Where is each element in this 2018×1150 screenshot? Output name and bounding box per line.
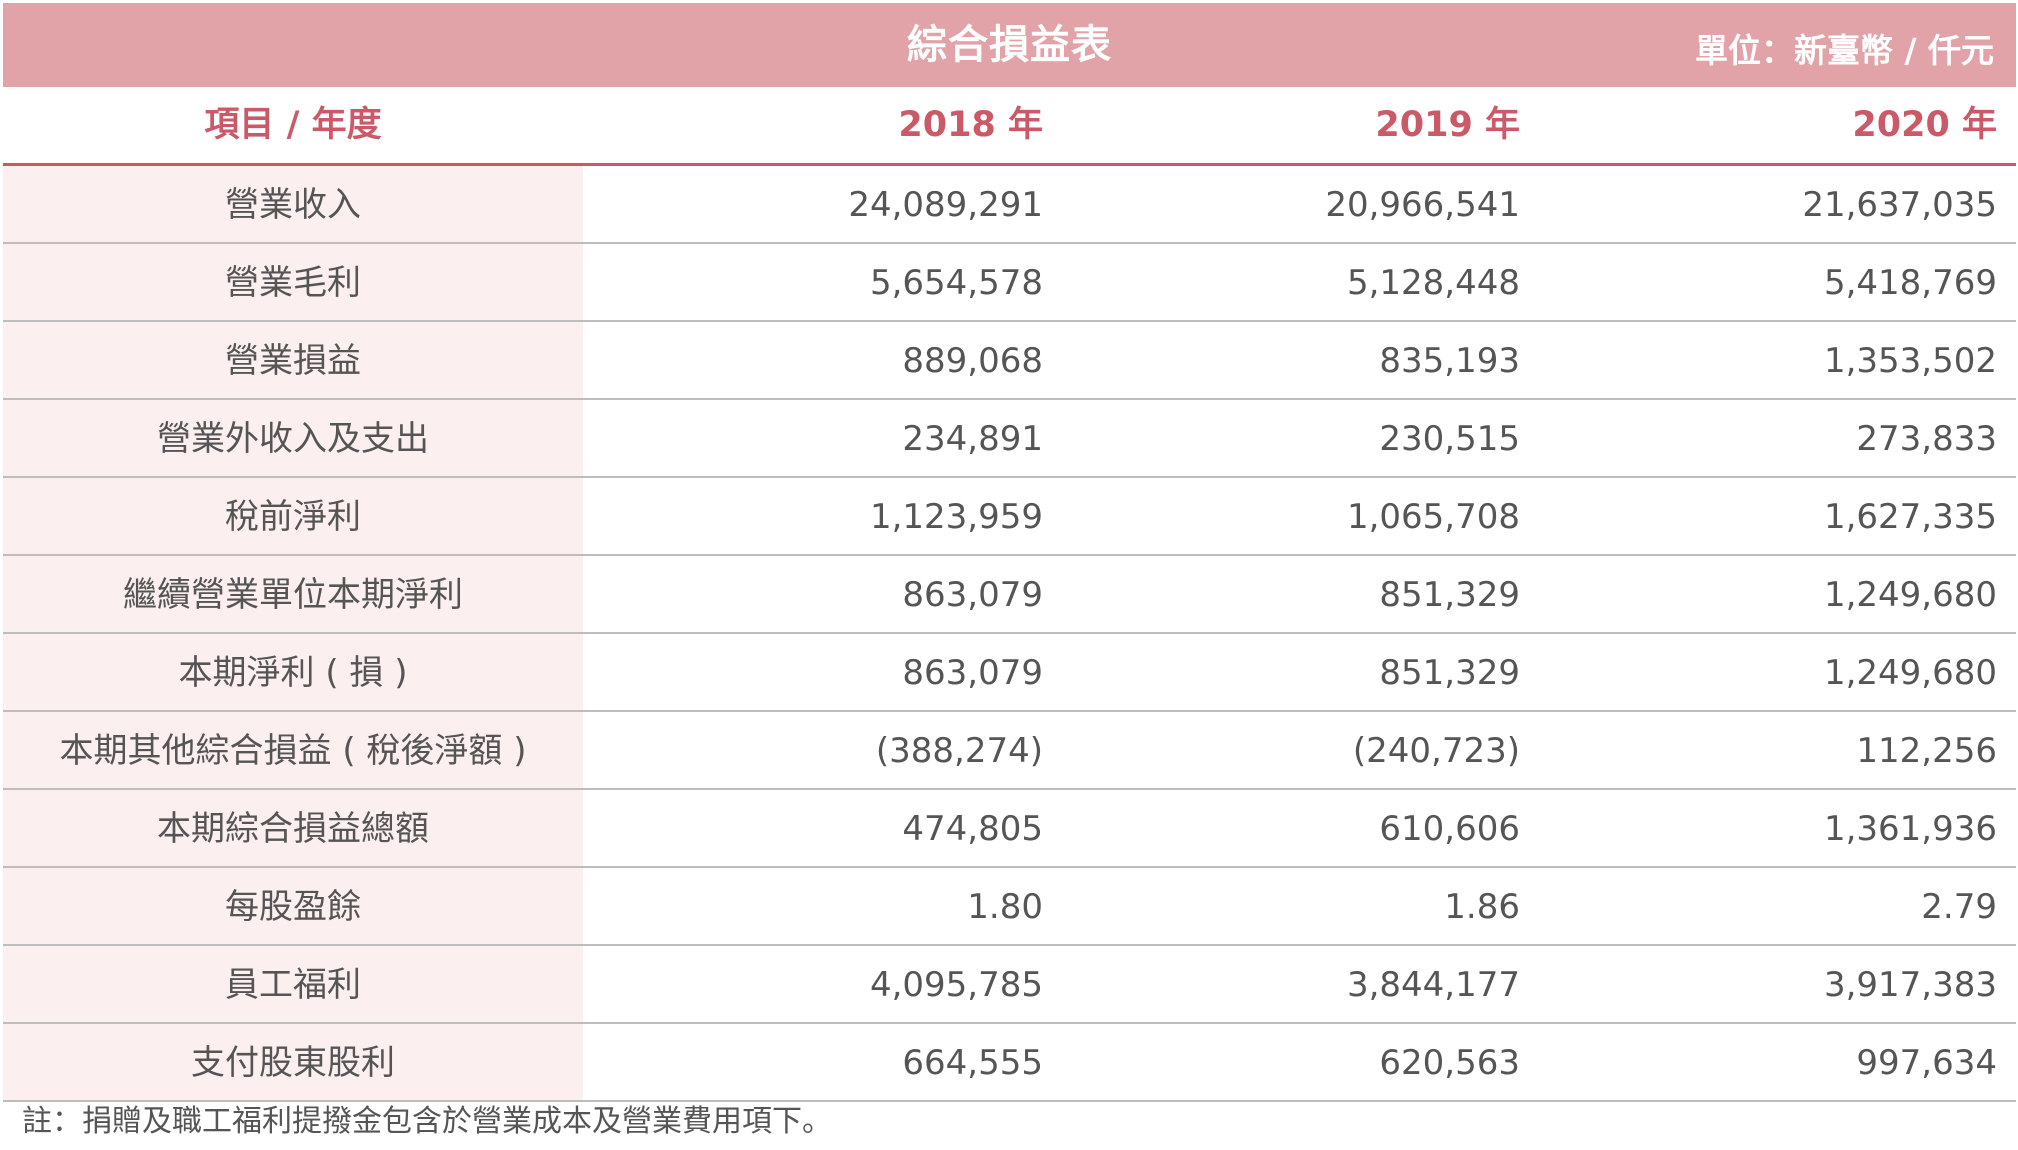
footnote: 註：捐贈及職工福利提撥金包含於營業成本及營業費用項下。 <box>22 1104 832 1139</box>
row-label: 營業收入 <box>3 166 583 242</box>
table-row: 員工福利 4,095,785 3,844,177 3,917,383 <box>3 946 2016 1024</box>
table-row: 支付股東股利 664,555 620,563 997,634 <box>3 1024 2016 1102</box>
value-2018: 474,805 <box>902 809 1043 849</box>
column-header-2019: 2019 年 <box>1375 105 1520 145</box>
table-row: 營業外收入及支出 234,891 230,515 273,833 <box>3 400 2016 478</box>
value-2019: 1,065,708 <box>1346 497 1520 537</box>
value-2019: 610,606 <box>1379 809 1520 849</box>
value-2020: 3,917,383 <box>1823 965 1997 1005</box>
table-row: 營業收入 24,089,291 20,966,541 21,637,035 <box>3 166 2016 244</box>
value-2018: 4,095,785 <box>869 965 1043 1005</box>
value-2019: 3,844,177 <box>1346 965 1520 1005</box>
value-2018: 863,079 <box>902 575 1043 615</box>
column-header-2020: 2020 年 <box>1852 105 1997 145</box>
unit-note: 單位：新臺幣 / 仟元 <box>1694 31 1994 70</box>
value-2020: 21,637,035 <box>1802 185 1997 225</box>
value-2018: 1.80 <box>967 887 1043 927</box>
table-row: 稅前淨利 1,123,959 1,065,708 1,627,335 <box>3 478 2016 556</box>
table-row: 本期其他綜合損益 ( 稅後淨額 ) (388,274) (240,723) 11… <box>3 712 2016 790</box>
column-header-2018: 2018 年 <box>898 105 1043 145</box>
table-row: 每股盈餘 1.80 1.86 2.79 <box>3 868 2016 946</box>
table-banner: 綜合損益表 單位：新臺幣 / 仟元 <box>3 3 2016 87</box>
value-2019: 20,966,541 <box>1325 185 1520 225</box>
column-header-row: 項目 / 年度 2018 年 2019 年 2020 年 <box>3 87 2016 166</box>
row-label: 營業外收入及支出 <box>3 400 583 476</box>
value-2020: 997,634 <box>1856 1043 1997 1083</box>
table-title: 綜合損益表 <box>907 22 1112 68</box>
value-2019: (240,723) <box>1352 731 1520 771</box>
value-2018: (388,274) <box>875 731 1043 771</box>
value-2018: 234,891 <box>902 419 1043 459</box>
value-2019: 620,563 <box>1379 1043 1520 1083</box>
value-2019: 1.86 <box>1444 887 1520 927</box>
value-2018: 664,555 <box>902 1043 1043 1083</box>
value-2018: 889,068 <box>902 341 1043 381</box>
row-label: 本期其他綜合損益 ( 稅後淨額 ) <box>3 712 583 788</box>
row-label: 支付股東股利 <box>3 1024 583 1100</box>
row-label: 員工福利 <box>3 946 583 1022</box>
row-label: 每股盈餘 <box>3 868 583 944</box>
value-2019: 851,329 <box>1379 653 1520 693</box>
row-label: 本期綜合損益總額 <box>3 790 583 866</box>
row-label: 營業毛利 <box>3 244 583 320</box>
value-2020: 2.79 <box>1921 887 1997 927</box>
row-label: 本期淨利 ( 損 ) <box>3 634 583 710</box>
table-row: 營業毛利 5,654,578 5,128,448 5,418,769 <box>3 244 2016 322</box>
value-2020: 5,418,769 <box>1823 263 1997 303</box>
column-header-item: 項目 / 年度 <box>204 105 382 145</box>
table-body: 營業收入 24,089,291 20,966,541 21,637,035 營業… <box>3 166 2016 1102</box>
value-2019: 230,515 <box>1379 419 1520 459</box>
value-2020: 1,627,335 <box>1823 497 1997 537</box>
value-2018: 24,089,291 <box>848 185 1043 225</box>
value-2018: 863,079 <box>902 653 1043 693</box>
value-2018: 1,123,959 <box>869 497 1043 537</box>
table-row: 本期綜合損益總額 474,805 610,606 1,361,936 <box>3 790 2016 868</box>
row-label: 營業損益 <box>3 322 583 398</box>
value-2020: 112,256 <box>1856 731 1997 771</box>
table-row: 本期淨利 ( 損 ) 863,079 851,329 1,249,680 <box>3 634 2016 712</box>
value-2019: 5,128,448 <box>1346 263 1520 303</box>
table-row: 營業損益 889,068 835,193 1,353,502 <box>3 322 2016 400</box>
value-2019: 835,193 <box>1379 341 1520 381</box>
value-2018: 5,654,578 <box>869 263 1043 303</box>
table-row: 繼續營業單位本期淨利 863,079 851,329 1,249,680 <box>3 556 2016 634</box>
value-2020: 1,249,680 <box>1823 575 1997 615</box>
value-2020: 1,353,502 <box>1823 341 1997 381</box>
value-2019: 851,329 <box>1379 575 1520 615</box>
value-2020: 1,249,680 <box>1823 653 1997 693</box>
value-2020: 1,361,936 <box>1823 809 1997 849</box>
row-label: 稅前淨利 <box>3 478 583 554</box>
row-label: 繼續營業單位本期淨利 <box>3 556 583 632</box>
value-2020: 273,833 <box>1856 419 1997 459</box>
